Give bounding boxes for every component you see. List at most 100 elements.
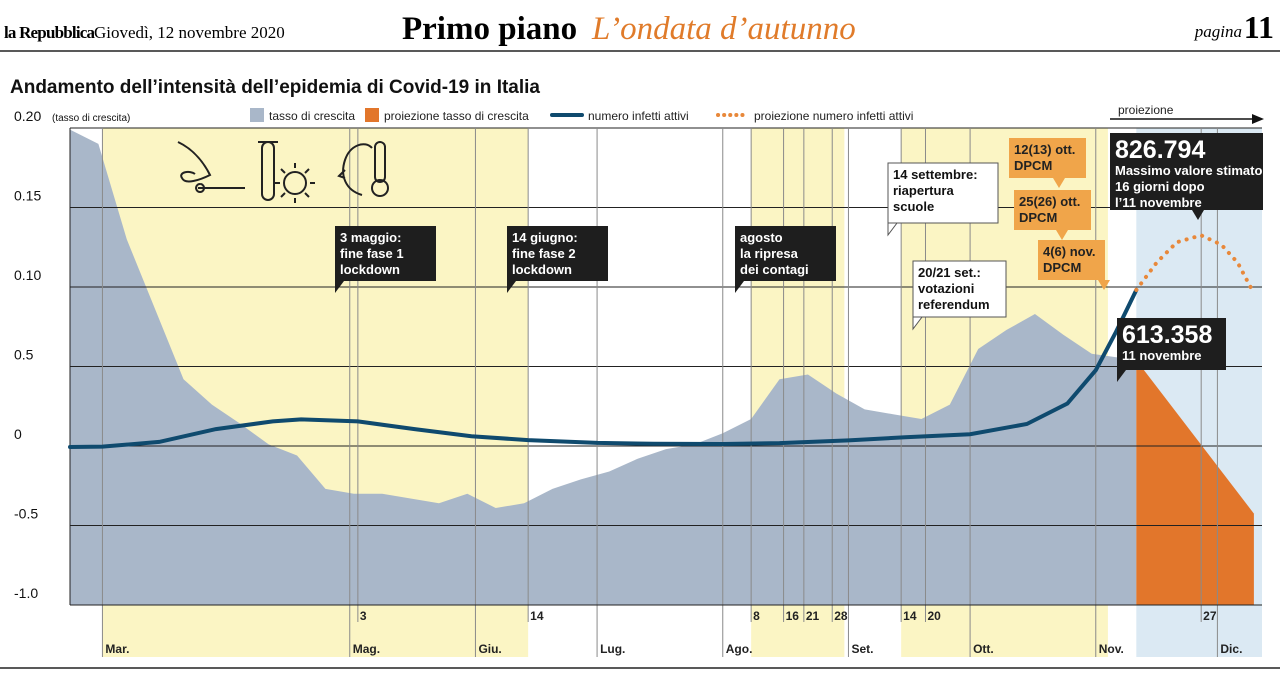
value-label: 613.358 (1122, 321, 1212, 349)
y-tick-label: 0.10 (14, 267, 41, 283)
month-label: Giu. (478, 642, 501, 656)
annotation-box (1014, 190, 1091, 230)
legend-label: proiezione numero infetti attivi (754, 109, 913, 123)
annotation-box (1038, 240, 1105, 280)
day-label: 14 (530, 609, 544, 623)
annotation-text: la ripresa (740, 246, 799, 261)
annotation-text: referendum (918, 297, 990, 312)
annotation-text: 25(26) ott. (1019, 194, 1080, 209)
day-label: 16 (786, 609, 800, 623)
annotation-pointer (887, 222, 898, 237)
line (68, 287, 1139, 450)
month-label: Set. (851, 642, 873, 656)
day-label: 21 (806, 609, 820, 623)
virus-spikes (275, 163, 315, 203)
issue-date: Giovedì, 12 novembre 2020 (94, 23, 285, 42)
legend-swatch (250, 108, 264, 122)
annotation-box (735, 226, 836, 281)
y-tick-label: 0 (14, 426, 22, 442)
annotation-pointer (1056, 230, 1068, 240)
annotation-text: lockdown (340, 262, 400, 277)
topic: L’ondata d’autunno (591, 11, 856, 47)
annotation-pointer (1117, 370, 1126, 382)
annotation-box (912, 260, 1007, 318)
month-label: Lug. (600, 642, 625, 656)
annotation-pointer (1192, 210, 1204, 220)
annotation-text: Massimo valore stimato (1115, 163, 1262, 178)
day-label: 27 (1203, 609, 1217, 623)
projection-label: proiezione (1118, 103, 1174, 117)
icons (177, 141, 389, 203)
annotation-box (887, 162, 999, 224)
annotation-box (1110, 133, 1263, 210)
month-label: Nov. (1099, 642, 1124, 656)
annotation-pointer (335, 281, 344, 293)
month-label: Ago. (726, 642, 753, 656)
y-tick-label: 0.15 (14, 188, 41, 204)
page-number: 11 (1244, 9, 1274, 45)
annotation-pointer (507, 281, 516, 293)
annotation-text: DPCM (1043, 260, 1081, 275)
annotation-text: 14 giugno: (512, 230, 578, 245)
annotation-text: 16 giorni dopo (1115, 179, 1205, 194)
legend-swatch (365, 108, 379, 122)
annotation-box (1009, 138, 1086, 178)
annotation-text: votazioni (918, 281, 974, 296)
month-label: Dic. (1220, 642, 1242, 656)
annotation-text: 3 maggio: (340, 230, 401, 245)
legend-label: tasso di crescita (269, 109, 355, 123)
month-label: Ott. (973, 642, 994, 656)
legend-label: numero infetti attivi (588, 109, 689, 123)
annotation-text: 4(6) nov. (1043, 244, 1096, 259)
annotation-text: riapertura (893, 183, 954, 198)
month-label: Mar. (105, 642, 129, 656)
y-tick-label: -0.5 (14, 506, 38, 522)
day-label: 3 (360, 609, 367, 623)
nose-icon (177, 141, 212, 183)
annotation-text: scuole (893, 199, 934, 214)
swab-icon (195, 183, 245, 193)
legend-label: proiezione tasso di crescita (384, 109, 529, 123)
annotation-pointer (912, 316, 923, 331)
y-tick-label: 0.5 (14, 347, 34, 363)
annotation-text: lockdown (512, 262, 572, 277)
chart-title: Andamento dell’intensità dell’epidemia d… (10, 77, 540, 98)
annotation-text: 14 settembre: (893, 167, 978, 182)
annotation-pointer (1053, 178, 1065, 188)
value-label: 826.794 (1115, 136, 1205, 164)
projection-arrowhead (1252, 114, 1264, 124)
page-word: pagina (1194, 22, 1242, 41)
day-label: 8 (753, 609, 760, 623)
y-tick-label: -1.0 (14, 585, 38, 601)
day-label: 14 (903, 609, 917, 623)
annotation-text: fine fase 1 (340, 246, 404, 261)
annotation-text: 11 novembre (1122, 348, 1202, 363)
brand: la Repubblica (4, 23, 96, 42)
thermometer-icon (374, 141, 386, 183)
annotation-box (1117, 318, 1226, 370)
line (1134, 233, 1256, 296)
y-axis-label: (tasso di crescita) (52, 113, 130, 124)
section: Primo piano (402, 11, 577, 47)
annotation-text: agosto (740, 230, 783, 245)
day-label: 20 (927, 609, 941, 623)
annotation-box (335, 226, 436, 281)
annotation-text: DPCM (1014, 158, 1052, 173)
month-label: Mag. (353, 642, 380, 656)
annotation-text: l’11 novembre (1115, 195, 1202, 210)
area (1136, 360, 1254, 605)
annotation-text: DPCM (1019, 210, 1057, 225)
annotation-pointer (1098, 280, 1110, 290)
thermometer-bulb (371, 179, 389, 197)
annotation-text: 12(13) ott. (1014, 142, 1075, 157)
annotation-text: dei contagi (740, 262, 809, 277)
y-tick-label: 0.20 (14, 108, 41, 124)
annotation-pointer (735, 281, 744, 293)
annotation-text: fine fase 2 (512, 246, 576, 261)
head-icon (337, 143, 373, 196)
day-label: 28 (834, 609, 848, 623)
annotation-box (507, 226, 608, 281)
virus-icon (283, 171, 307, 195)
annotation-text: 20/21 set.: (918, 265, 981, 280)
